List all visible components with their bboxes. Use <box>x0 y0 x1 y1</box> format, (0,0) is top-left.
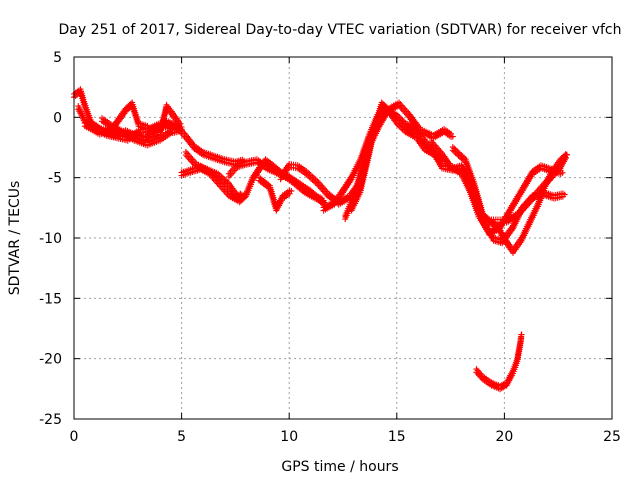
y-tick-label: -25 <box>39 412 62 428</box>
data-point-markers <box>99 115 185 149</box>
series-track-g <box>178 163 250 206</box>
data-point-markers <box>348 99 450 214</box>
data-point-markers <box>486 151 570 256</box>
x-tick-label: 25 <box>603 429 621 445</box>
x-tick-label: 15 <box>388 429 406 445</box>
x-tick-label: 0 <box>70 429 79 445</box>
series-track-j <box>256 174 295 214</box>
chart-title: Day 251 of 2017, Sidereal Day-to-day VTE… <box>58 22 621 38</box>
series-track-e <box>146 101 185 142</box>
x-tick-label: 10 <box>280 429 298 445</box>
data-point-markers <box>178 163 250 206</box>
data-point-markers <box>256 174 295 214</box>
y-tick-label: -5 <box>48 171 62 187</box>
y-axis-label: SDTVAR / TECUs <box>7 181 23 296</box>
y-tick-label: -15 <box>39 291 62 307</box>
x-tick-label: 20 <box>495 429 513 445</box>
y-tick-label: -20 <box>39 352 62 368</box>
y-tick-label: 0 <box>53 110 62 126</box>
series-track-r <box>486 151 570 256</box>
series-track-s <box>473 331 525 393</box>
data-point-markers <box>146 101 185 142</box>
x-axis-label: GPS time / hours <box>281 459 398 475</box>
y-tick-label: 5 <box>53 50 62 66</box>
data-layer <box>71 86 570 393</box>
series-track-n <box>348 99 450 214</box>
y-tick-label: -10 <box>39 231 62 247</box>
series-track-d <box>99 115 185 149</box>
tick-layer: 0 5 10 15 20 25 5 0 -5 -10 -15 -20 -25 <box>39 50 621 445</box>
x-tick-label: 5 <box>177 429 186 445</box>
data-point-markers <box>473 331 525 393</box>
